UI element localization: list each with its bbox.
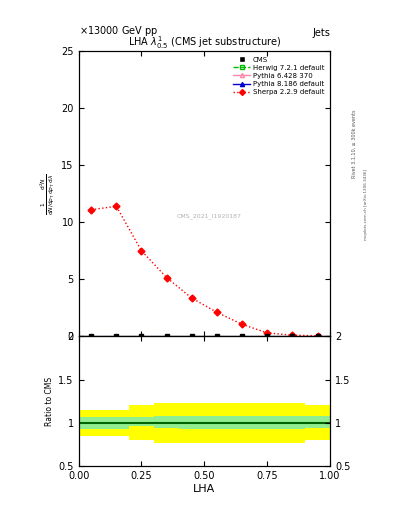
Text: CMS_2021_I1920187: CMS_2021_I1920187 <box>177 214 242 220</box>
Text: mcplots.cern.ch [arXiv:1306.3436]: mcplots.cern.ch [arXiv:1306.3436] <box>364 169 367 240</box>
X-axis label: LHA: LHA <box>193 483 215 494</box>
Text: $\times$13000 GeV pp: $\times$13000 GeV pp <box>79 25 158 38</box>
Y-axis label: Ratio to CMS: Ratio to CMS <box>45 376 54 425</box>
Title: LHA $\lambda^{1}_{0.5}$ (CMS jet substructure): LHA $\lambda^{1}_{0.5}$ (CMS jet substru… <box>128 34 281 51</box>
Legend: CMS, Herwig 7.2.1 default, Pythia 6.428 370, Pythia 8.186 default, Sherpa 2.2.9 : CMS, Herwig 7.2.1 default, Pythia 6.428 … <box>231 55 327 97</box>
Y-axis label: $\frac{1}{\mathrm{d}N / \mathrm{d}p_\mathrm{T}}\frac{\mathrm{d}^2 N}{\mathrm{d}p: $\frac{1}{\mathrm{d}N / \mathrm{d}p_\mat… <box>39 173 57 215</box>
Text: Rivet 3.1.10, ≥ 300k events: Rivet 3.1.10, ≥ 300k events <box>352 109 357 178</box>
Text: Jets: Jets <box>312 28 330 38</box>
